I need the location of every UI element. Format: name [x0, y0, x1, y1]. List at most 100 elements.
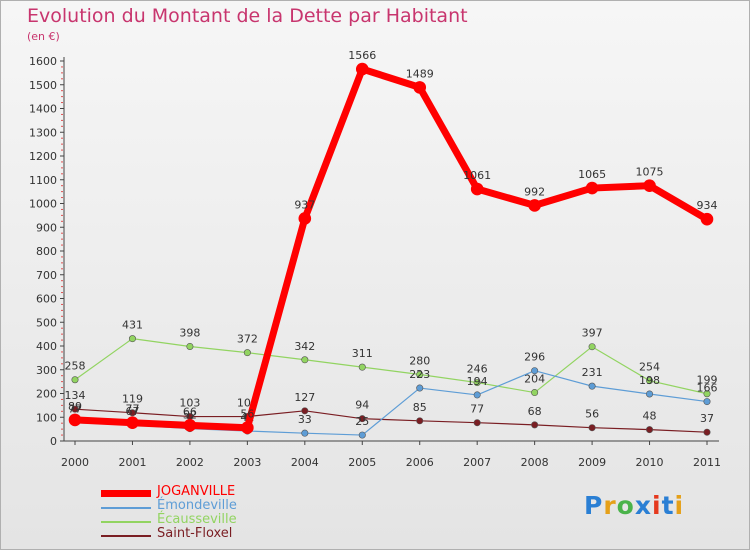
legend-item--mondeville: Émondeville — [101, 498, 361, 514]
x-tick-label: 2001 — [118, 456, 146, 469]
y-tick-label: 600 — [36, 293, 57, 306]
data-label--mondeville: 223 — [409, 368, 430, 381]
data-point--causseville — [416, 370, 424, 378]
y-tick-label: 200 — [36, 388, 57, 401]
x-tick-label: 2007 — [463, 456, 491, 469]
data-label--mondeville: 198 — [639, 374, 660, 387]
data-point--mondeville — [416, 384, 424, 392]
data-label-joganville: 1489 — [406, 67, 434, 80]
data-label-saint-floxel: 103 — [179, 397, 200, 410]
x-tick-label: 2002 — [176, 456, 204, 469]
data-point--causseville — [128, 335, 136, 343]
data-point--mondeville — [531, 367, 539, 375]
data-label-joganville: 1566 — [348, 49, 376, 62]
data-point-joganville — [355, 62, 369, 76]
y-tick-label: 500 — [36, 316, 57, 329]
y-tick-label: 100 — [36, 411, 57, 424]
data-label-saint-floxel: 134 — [65, 389, 86, 402]
data-point-joganville — [585, 181, 599, 195]
series-line-saint-floxel — [74, 408, 708, 433]
data-point-joganville — [643, 179, 656, 192]
y-tick-label: 1400 — [29, 103, 57, 116]
legend-swatch — [101, 507, 151, 509]
data-label--causseville: 254 — [639, 361, 660, 374]
x-tick-label: 2000 — [61, 456, 89, 469]
data-point-saint-floxel — [703, 428, 711, 436]
y-tick-label: 300 — [36, 364, 57, 377]
y-tick-label: 1500 — [29, 79, 57, 92]
data-point--mondeville — [473, 391, 481, 399]
data-label--mondeville: 166 — [697, 382, 718, 395]
x-tick-label: 2011 — [693, 456, 721, 469]
data-point--causseville — [71, 376, 79, 384]
x-tick-label: 2010 — [636, 456, 664, 469]
data-label--causseville: 342 — [294, 340, 315, 353]
data-label-saint-floxel: 85 — [413, 401, 427, 414]
y-tick-label: 1300 — [29, 126, 57, 139]
series-line--causseville — [74, 338, 708, 395]
data-point-joganville — [528, 199, 541, 212]
data-label--mondeville: 67 — [125, 405, 139, 418]
data-point--causseville — [301, 356, 309, 364]
legend-item-saint-floxel: Saint-Floxel — [101, 526, 361, 542]
data-label-saint-floxel: 48 — [643, 410, 657, 423]
data-label--causseville: 431 — [122, 319, 143, 332]
data-point--causseville — [358, 363, 366, 371]
data-label--causseville: 199 — [697, 374, 718, 387]
legend-label: Écausseville — [157, 512, 237, 527]
x-tick-label: 2008 — [521, 456, 549, 469]
data-label--mondeville: 52 — [183, 409, 197, 422]
data-point-joganville — [413, 81, 427, 94]
data-point--mondeville — [646, 390, 654, 398]
data-label--mondeville: 33 — [298, 413, 312, 426]
data-point--mondeville — [301, 429, 309, 437]
data-point-joganville — [470, 182, 484, 196]
data-point-saint-floxel — [473, 419, 481, 427]
data-label-saint-floxel: 119 — [122, 393, 143, 406]
y-tick-label: 700 — [36, 269, 57, 282]
data-label-joganville: 66 — [183, 405, 197, 418]
y-tick-label: 0 — [50, 435, 57, 448]
legend-swatch — [101, 535, 151, 537]
data-label--mondeville: 194 — [467, 375, 488, 388]
data-point-saint-floxel — [358, 415, 366, 423]
data-point--mondeville — [588, 382, 596, 390]
data-label-saint-floxel: 56 — [585, 408, 599, 421]
y-tick-label: 1100 — [29, 174, 57, 187]
x-tick-label: 2006 — [406, 456, 434, 469]
data-point--causseville — [531, 389, 539, 397]
data-label-saint-floxel: 68 — [528, 405, 542, 418]
chart-subtitle: (en €) — [27, 30, 60, 43]
data-point-joganville — [700, 212, 714, 226]
data-point-joganville — [241, 421, 254, 435]
data-label-joganville: 934 — [697, 199, 718, 212]
y-tick-label: 800 — [36, 245, 57, 258]
data-point--causseville — [186, 342, 194, 350]
data-point--causseville — [646, 377, 654, 385]
x-tick-label: 2005 — [348, 456, 376, 469]
legend: JOGANVILLE Émondeville Écausseville Saint-F… — [101, 484, 361, 542]
data-label--causseville: 280 — [409, 355, 430, 368]
y-tick-label: 1200 — [29, 150, 57, 163]
series-line-joganville — [71, 65, 711, 432]
x-tick-label: 2004 — [291, 456, 319, 469]
data-point--causseville — [703, 390, 711, 398]
x-tick-label: 2003 — [233, 456, 261, 469]
data-label--causseville: 258 — [65, 360, 86, 373]
legend-swatch — [101, 490, 151, 497]
legend-label: Saint-Floxel — [157, 526, 233, 541]
chart-title: Evolution du Montant de la Dette par Hab… — [27, 5, 468, 27]
data-point-joganville — [68, 413, 82, 427]
legend-swatch — [101, 521, 151, 523]
data-point-saint-floxel — [588, 424, 596, 432]
data-point-saint-floxel — [301, 407, 309, 415]
data-label-joganville: 56 — [240, 408, 254, 421]
data-point--causseville — [473, 379, 481, 387]
data-point-joganville — [298, 212, 312, 225]
data-label--causseville: 397 — [582, 327, 603, 340]
legend-item--causseville: Écausseville — [101, 512, 361, 528]
x-tick-label: 2009 — [578, 456, 606, 469]
y-tick-label: 1000 — [29, 198, 57, 211]
data-label-joganville: 937 — [294, 198, 315, 211]
